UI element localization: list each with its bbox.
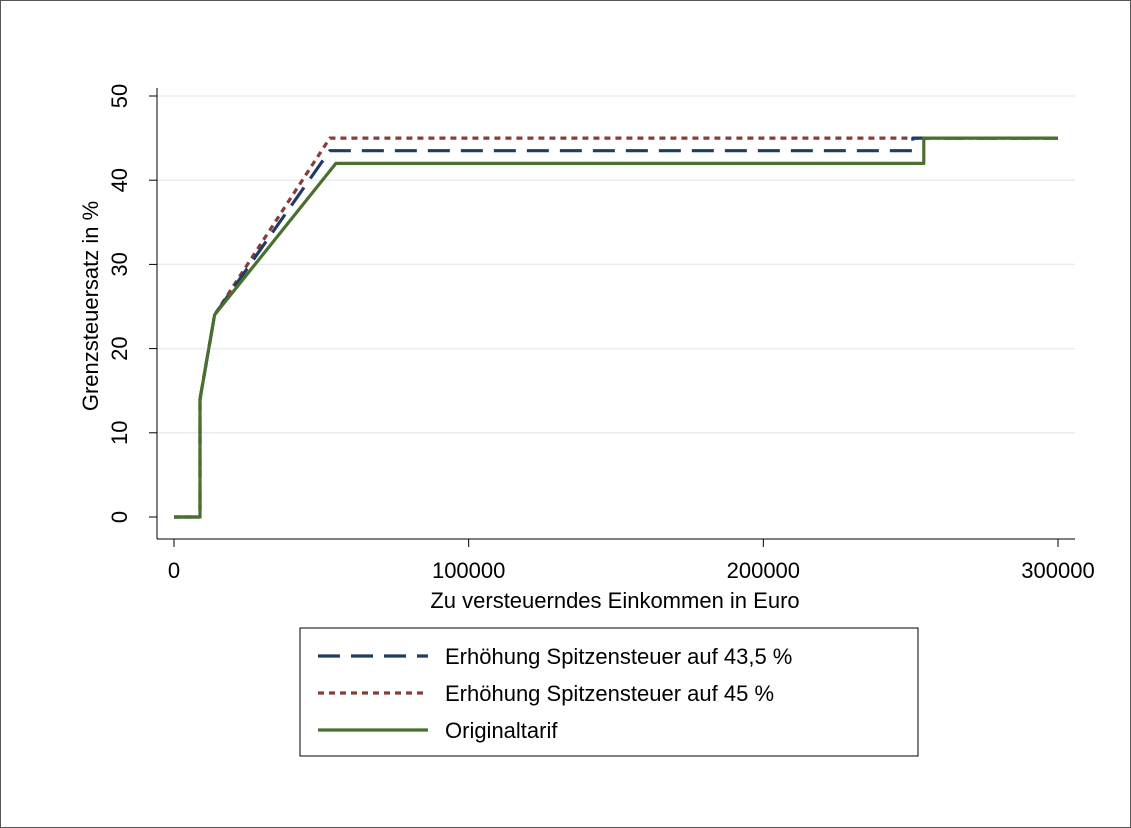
x-tick-label: 100000	[432, 558, 505, 583]
y-tick-label: 10	[107, 421, 132, 445]
y-tick-label: 0	[107, 511, 132, 523]
series-lines	[174, 136, 1058, 519]
x-tick-label: 200000	[727, 558, 800, 583]
legend-box	[299, 627, 919, 757]
x-tick-label: 0	[168, 558, 180, 583]
y-axis-title: Grenzsteuersatz in %	[78, 201, 103, 411]
y-tick-label: 50	[107, 84, 132, 108]
series-line-1	[174, 136, 1058, 519]
series-line-2	[174, 136, 1058, 519]
axes: 0 10 20 30 40 50 0 100000 200000 300000	[107, 84, 1095, 583]
x-tick-label: 300000	[1021, 558, 1094, 583]
y-tick-label: 40	[107, 168, 132, 192]
x-axis-title: Zu versteuerndes Einkommen in Euro	[430, 588, 799, 613]
grid-lines	[157, 95, 1075, 434]
y-tick-label: 20	[107, 336, 132, 360]
legend-label-1: Erhöhung Spitzensteuer auf 45 %	[445, 681, 774, 706]
y-tick-label: 30	[107, 252, 132, 276]
series-line-0	[174, 136, 1058, 519]
legend: Erhöhung Spitzensteuer auf 43,5 % Erhöhun…	[299, 627, 919, 757]
legend-label-0: Erhöhung Spitzensteuer auf 43,5 %	[445, 644, 792, 669]
legend-label-2: Originaltarif	[445, 718, 558, 743]
